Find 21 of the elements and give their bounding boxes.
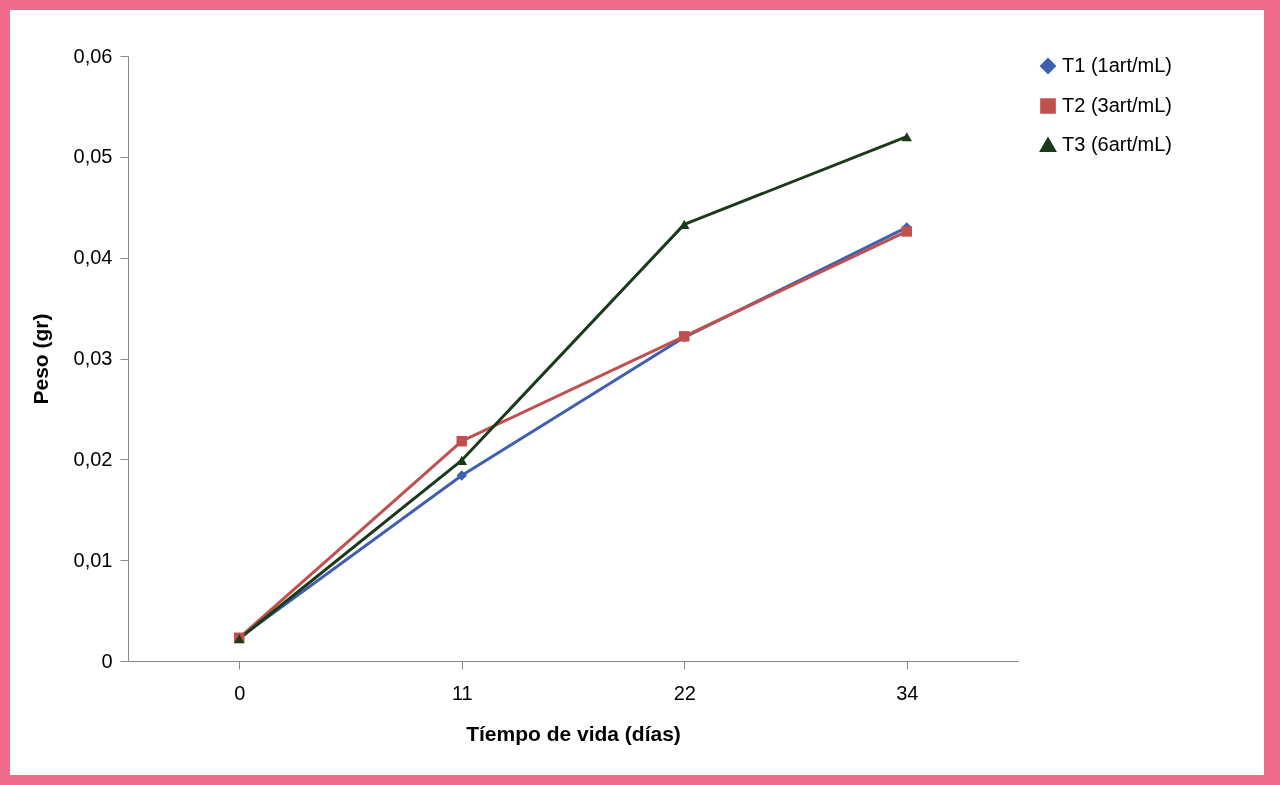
legend-label: T2 (3art/mL)	[1062, 94, 1173, 116]
y-tick-label: 0,01	[73, 548, 113, 571]
legend-label: T3 (6art/mL)	[1062, 133, 1173, 155]
point	[679, 219, 690, 229]
x-tick-label: 34	[896, 681, 919, 704]
y-tick-label: 0,05	[73, 145, 113, 168]
x-tick-label: 11	[451, 681, 473, 704]
y-tick-label: 0	[101, 649, 113, 672]
y-tick-label: 0,02	[73, 447, 113, 470]
y-tick-label: 0,03	[73, 347, 113, 369]
point	[901, 226, 912, 237]
point	[456, 470, 467, 481]
x-tick-label: 0	[234, 681, 246, 704]
y-axis-title: Peso (gr)	[28, 313, 52, 405]
y-tick-label: 0,06	[73, 44, 113, 67]
x-tick-label: 22	[673, 681, 696, 704]
point	[901, 132, 912, 142]
legend-label: T1 (1art/mL)	[1062, 54, 1173, 76]
y-tick-label: 0,04	[73, 246, 113, 269]
point	[456, 435, 467, 447]
x-axis-title: Tíempo de vida (días)	[466, 721, 681, 745]
